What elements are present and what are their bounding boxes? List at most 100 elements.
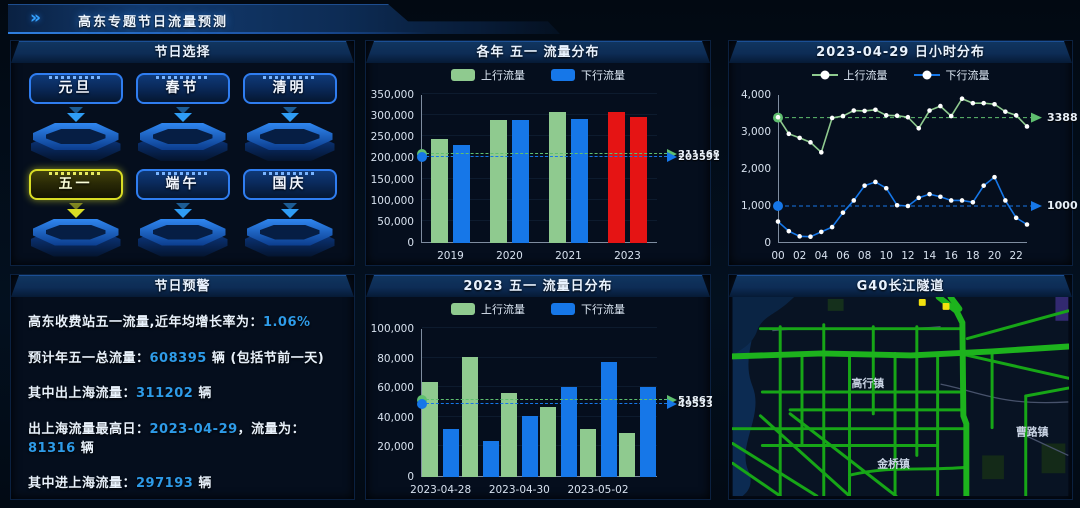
stat-text: ，流量为： xyxy=(237,421,306,437)
legend-item-下行流量[interactable]: 下行流量 xyxy=(551,301,625,317)
data-point xyxy=(970,200,976,205)
holiday-button-端午[interactable]: 端午 xyxy=(135,168,230,200)
hourly-chart-body: 上行流量 下行流量 0 1,000 2,000 3,000 4,000 00 02 04 06 08… xyxy=(732,63,1078,262)
line-series-上行流量 xyxy=(777,97,1028,154)
panel-title-holiday-select: 节日选择 xyxy=(11,41,354,63)
down-arrow-icon xyxy=(66,107,85,122)
holiday-button-label: 清明 xyxy=(272,80,307,96)
legend-item-下行流量[interactable]: 下行流量 xyxy=(551,67,625,83)
tunnel-marker-icon[interactable] xyxy=(942,302,950,310)
data-point xyxy=(894,202,900,208)
panel-title-map: G40长江隧道 xyxy=(729,275,1072,297)
stat-value: 1.06% xyxy=(262,315,311,330)
legend-label: 下行流量 xyxy=(581,69,625,82)
bar-下行流量 xyxy=(482,440,499,477)
data-point xyxy=(981,100,986,106)
legend-item-上行流量[interactable]: 上行流量 xyxy=(811,67,888,83)
holiday-cell: 端午 xyxy=(129,168,236,263)
holiday-button-元旦[interactable]: 元旦 xyxy=(28,73,123,104)
header-bar: » 高东专题节日流量预测 xyxy=(8,4,560,34)
legend-swatch xyxy=(551,303,575,315)
bar-上行流量 xyxy=(461,356,478,477)
bar-上行流量 xyxy=(500,393,517,477)
data-point xyxy=(786,131,792,137)
data-point xyxy=(775,219,781,224)
reference-line xyxy=(421,402,667,404)
x-axis-tick-label: 06 xyxy=(836,250,850,262)
panel-yearly-chart: 各年 五一 流量分布 上行流量 下行流量 0 50,000 100,000 150,00… xyxy=(365,40,720,266)
bar-下行流量 xyxy=(453,144,470,243)
holiday-button-清明[interactable]: 清明 xyxy=(242,73,337,104)
panel-map: G40长江隧道 xyxy=(728,274,1073,500)
stat-text: 其中进上海流量： xyxy=(28,476,137,491)
data-point xyxy=(938,103,943,109)
bar-下行流量 xyxy=(639,386,656,477)
y-axis-tick-label: 2,000 xyxy=(740,163,771,175)
reference-label: 3388 xyxy=(1047,110,1078,124)
x-axis-tick-label: 16 xyxy=(944,250,958,262)
x-axis-tick-label: 02 xyxy=(792,250,807,262)
reference-line xyxy=(421,399,667,401)
holiday-button-国庆[interactable]: 国庆 xyxy=(242,168,337,200)
reference-dot xyxy=(417,151,427,162)
holiday-button-春节[interactable]: 春节 xyxy=(135,73,230,104)
header-glow-line xyxy=(8,32,428,34)
holiday-button-五一[interactable]: 五一 xyxy=(28,168,123,200)
y-axis-tick-label: 3,000 xyxy=(740,126,771,138)
town-label-jinqiao: 金桥镇 xyxy=(876,456,910,470)
x-axis-tick-label: 14 xyxy=(922,250,937,262)
gridline xyxy=(422,386,657,388)
x-axis-tick-label: 2023-04-30 xyxy=(488,484,550,496)
panel-title-hourly: 2023-04-29 日小时分布 xyxy=(729,41,1072,63)
holiday-grid: 元旦 春节 清明五一 端午 国庆 xyxy=(14,63,351,262)
data-point xyxy=(959,198,965,203)
legend-item-下行流量[interactable]: 下行流量 xyxy=(913,67,990,83)
bar-上行流量 xyxy=(540,406,557,477)
holiday-button-label: 国庆 xyxy=(272,175,307,192)
stat-value: 297193 xyxy=(136,476,194,491)
bar-下行流量 xyxy=(600,361,617,477)
panel-hourly-chart: 2023-04-29 日小时分布 上行流量 下行流量 0 1,000 2,000 3,0… xyxy=(728,40,1078,266)
panel-title-forecast: 节日预警 xyxy=(11,275,354,297)
y-axis-tick-label: 100,000 xyxy=(370,194,414,207)
data-point xyxy=(905,203,911,209)
gridline xyxy=(422,356,657,358)
data-point xyxy=(927,191,932,197)
holiday-cell: 五一 xyxy=(22,168,129,263)
gridline xyxy=(422,93,657,94)
gridline xyxy=(422,156,657,158)
legend-label: 下行流量 xyxy=(581,303,625,316)
bar-下行流量 xyxy=(561,386,578,477)
reference-dot xyxy=(773,201,783,211)
tunnel-marker-icon[interactable] xyxy=(918,298,926,306)
line-chart-canvas xyxy=(773,96,1042,240)
town-label-caolu: 曹路镇 xyxy=(1016,425,1049,439)
data-point xyxy=(808,140,813,145)
double-chevron-icon: » xyxy=(30,8,41,28)
data-point xyxy=(981,183,986,188)
stat-value: 311202 xyxy=(136,386,194,401)
button-teeth-decor xyxy=(48,171,103,175)
y-axis-tick-label: 4,000 xyxy=(740,89,771,101)
gridline xyxy=(422,177,657,179)
x-axis-tick-label: 2019 xyxy=(437,250,464,262)
data-point xyxy=(905,114,911,120)
yearly-bar-chart: 0 50,000 100,000 150,000 200,000 250,000 300,0… xyxy=(369,87,720,263)
down-arrow-icon xyxy=(280,202,299,218)
data-point xyxy=(916,126,922,131)
yearly-legend: 上行流量 下行流量 xyxy=(369,63,707,87)
y-axis-tick-label: 200,000 xyxy=(370,152,414,165)
forecast-line: 其中出上海流量：311202 辆 xyxy=(28,382,339,401)
reference-arrow-icon xyxy=(1031,112,1042,123)
data-point xyxy=(840,113,846,119)
pedestal-icon xyxy=(244,123,335,161)
data-point xyxy=(948,113,954,119)
traffic-map[interactable]: 高行镇 曹路镇 金桥镇 xyxy=(732,297,1069,496)
bar-下行流量 xyxy=(512,119,529,243)
legend-item-上行流量[interactable]: 上行流量 xyxy=(451,301,525,317)
reference-arrow-icon xyxy=(667,151,677,162)
data-point xyxy=(959,96,965,101)
pedestal-icon xyxy=(30,218,121,257)
legend-item-上行流量[interactable]: 上行流量 xyxy=(451,67,525,83)
stat-value: 2023-04-29 xyxy=(149,421,238,437)
